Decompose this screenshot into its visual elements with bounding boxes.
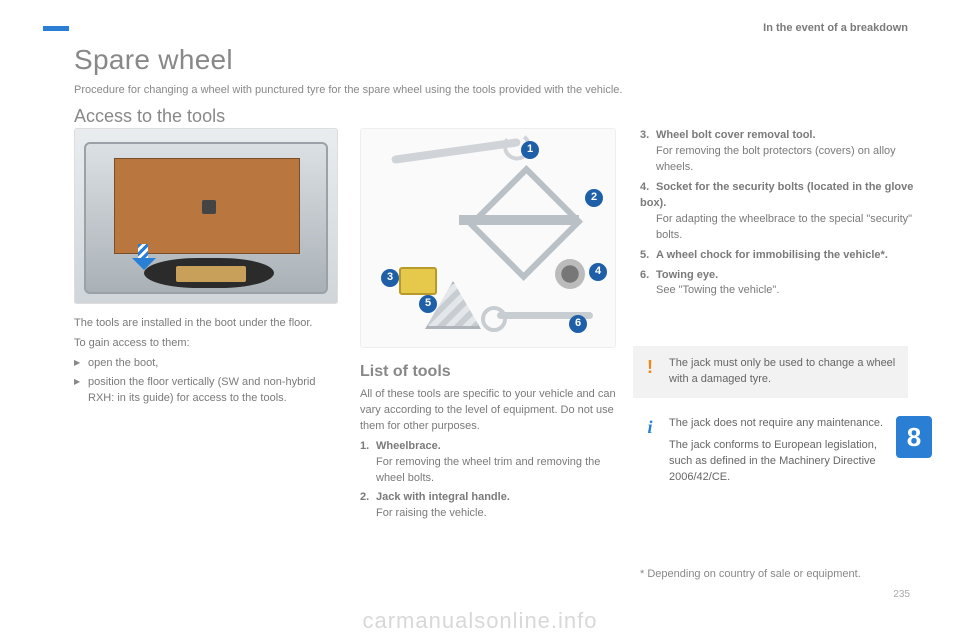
tool-label: A wheel chock for immobilising the vehic… <box>656 249 888 261</box>
direction-arrow-icon <box>132 244 158 270</box>
list-intro-block: All of these tools are specific to your … <box>360 387 620 522</box>
page-title: Spare wheel <box>74 44 233 76</box>
tool-num: 3. <box>640 128 656 144</box>
tool-item: 5.A wheel chock for immobilising the veh… <box>640 248 915 264</box>
tool-sub: For removing the wheel trim and removing… <box>360 455 620 487</box>
wheelbrace-icon <box>391 138 521 164</box>
tool-label: Towing eye. <box>656 269 718 281</box>
info-icon: i <box>639 414 661 440</box>
access-text: The tools are installed in the boot unde… <box>74 316 344 407</box>
footnote: * Depending on country of sale or equipm… <box>640 568 861 580</box>
tool-sub: For adapting the wheelbrace to the speci… <box>640 212 915 244</box>
info-text-2: The jack conforms to European legislatio… <box>669 438 898 486</box>
tool-item: 6.Towing eye. See "Towing the vehicle". <box>640 268 915 300</box>
tool-label: Wheelbrace. <box>376 440 441 452</box>
diagram-badge: 6 <box>569 315 587 333</box>
tool-list-right: 3.Wheel bolt cover removal tool. For rem… <box>640 128 915 299</box>
tool-num: 2. <box>360 490 376 506</box>
tool-sub: See "Towing the vehicle". <box>640 283 915 299</box>
right-column: 3.Wheel bolt cover removal tool. For rem… <box>640 128 915 303</box>
warning-callout: ! The jack must only be used to change a… <box>633 346 908 398</box>
list-intro: All of these tools are specific to your … <box>360 387 620 435</box>
tools-diagram: 1 2 3 4 5 6 <box>360 128 616 348</box>
diagram-badge: 1 <box>521 141 539 159</box>
chapter-badge: 8 <box>896 416 932 458</box>
warning-text: The jack must only be used to change a w… <box>669 356 898 388</box>
jack-icon <box>449 175 589 267</box>
boot-illustration <box>74 128 338 304</box>
intro-text: Procedure for changing a wheel with punc… <box>74 84 623 96</box>
tool-item: 3.Wheel bolt cover removal tool. For rem… <box>640 128 915 176</box>
bolt-cover-tool-icon <box>399 267 437 295</box>
diagram-badge: 5 <box>419 295 437 313</box>
info-text-1: The jack does not require any maintenanc… <box>669 416 898 432</box>
access-bullet: open the boot, <box>74 356 344 372</box>
diagram-badge: 4 <box>589 263 607 281</box>
tool-kit <box>176 266 246 282</box>
middle-column: 1 2 3 4 5 6 List of tools All of these tools … <box>360 128 620 525</box>
tool-label: Wheel bolt cover removal tool. <box>656 129 816 141</box>
warning-icon: ! <box>639 354 661 380</box>
tool-sub: For removing the bolt protectors (covers… <box>640 144 915 176</box>
manual-page: In the event of a breakdown Spare wheel … <box>0 0 960 640</box>
tool-num: 6. <box>640 268 656 284</box>
tool-item: 2.Jack with integral handle. For raising… <box>360 490 620 522</box>
security-socket-icon <box>555 259 585 289</box>
info-callout: i The jack does not require any maintena… <box>633 406 908 502</box>
tool-label: Jack with integral handle. <box>376 491 510 503</box>
tool-label: Socket for the security bolts (located i… <box>640 181 913 209</box>
tool-num: 1. <box>360 439 376 455</box>
tool-list-left: 1.Wheelbrace. For removing the wheel tri… <box>360 439 620 522</box>
panel-handle <box>202 200 216 214</box>
accent-bar <box>43 26 69 31</box>
tool-item: 1.Wheelbrace. For removing the wheel tri… <box>360 439 620 487</box>
access-bullets: open the boot, position the floor vertic… <box>74 356 344 407</box>
tool-sub: For raising the vehicle. <box>360 506 620 522</box>
page-number: 235 <box>893 589 910 600</box>
section-header: In the event of a breakdown <box>763 22 908 34</box>
diagram-badge: 3 <box>381 269 399 287</box>
access-para1: The tools are installed in the boot unde… <box>74 316 344 332</box>
left-column: The tools are installed in the boot unde… <box>74 128 344 410</box>
tool-num: 4. <box>640 180 656 196</box>
access-bullet: position the floor vertically (SW and no… <box>74 375 344 407</box>
diagram-badge: 2 <box>585 189 603 207</box>
tool-item: 4.Socket for the security bolts (located… <box>640 180 915 244</box>
list-heading: List of tools <box>360 360 620 383</box>
access-heading: Access to the tools <box>74 106 225 127</box>
access-para2: To gain access to them: <box>74 336 344 352</box>
tool-num: 5. <box>640 248 656 264</box>
watermark: carmanualsonline.info <box>0 608 960 634</box>
